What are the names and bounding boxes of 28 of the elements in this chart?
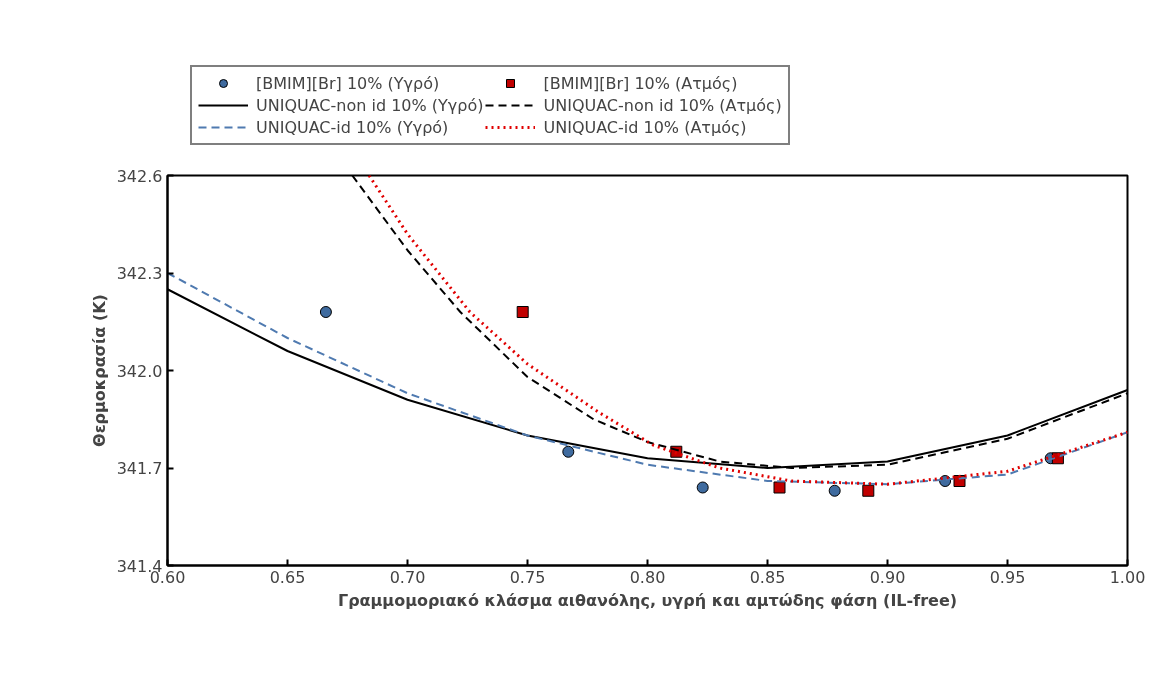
- x-tick-label: 0.75: [509, 567, 546, 587]
- legend-label: UNIQUAC-non id 10% (Ατμός): [543, 95, 782, 115]
- x-tick-label: 0.90: [869, 567, 906, 587]
- point: [862, 484, 875, 497]
- y-tick-label: 341.7: [116, 459, 163, 478]
- legend-label: [BMIM][Br] 10% (Υγρό): [256, 73, 440, 93]
- point: [516, 306, 529, 318]
- x-tick-label: 1.00: [1109, 567, 1146, 587]
- x-tick-label: 0.65: [269, 567, 306, 587]
- x-tick-label: 0.95: [989, 567, 1026, 587]
- line-series: [167, 272, 1128, 486]
- point: [562, 445, 575, 458]
- legend-label: [BMIM][Br] 10% (Ατμός): [543, 73, 738, 93]
- legend-label: UNIQUAC-id 10% (Ατμός): [543, 117, 747, 137]
- x-tick-label: 0.80: [629, 567, 666, 587]
- point: [319, 306, 332, 318]
- point: [696, 481, 709, 494]
- x-tick-label: 0.70: [389, 567, 426, 587]
- point: [773, 481, 786, 494]
- y-tick-label: 342.6: [116, 166, 163, 186]
- y-tick-label: 342.0: [116, 361, 163, 381]
- y-tick-label: 342.3: [116, 264, 163, 283]
- x-axis-title: Γραμμομοριακό κλάσμα αιθανόλης, υγρή και αμτώδης φάση (IL-free): [337, 590, 958, 610]
- x-tick-label: 0.85: [749, 567, 786, 587]
- legend-label: UNIQUAC-non id 10% (Υγρό): [256, 95, 484, 115]
- legend-label: UNIQUAC-id 10% (Υγρό): [256, 117, 449, 137]
- y-axis-title: Θερμοκρασία (K): [89, 294, 109, 447]
- point: [828, 484, 841, 497]
